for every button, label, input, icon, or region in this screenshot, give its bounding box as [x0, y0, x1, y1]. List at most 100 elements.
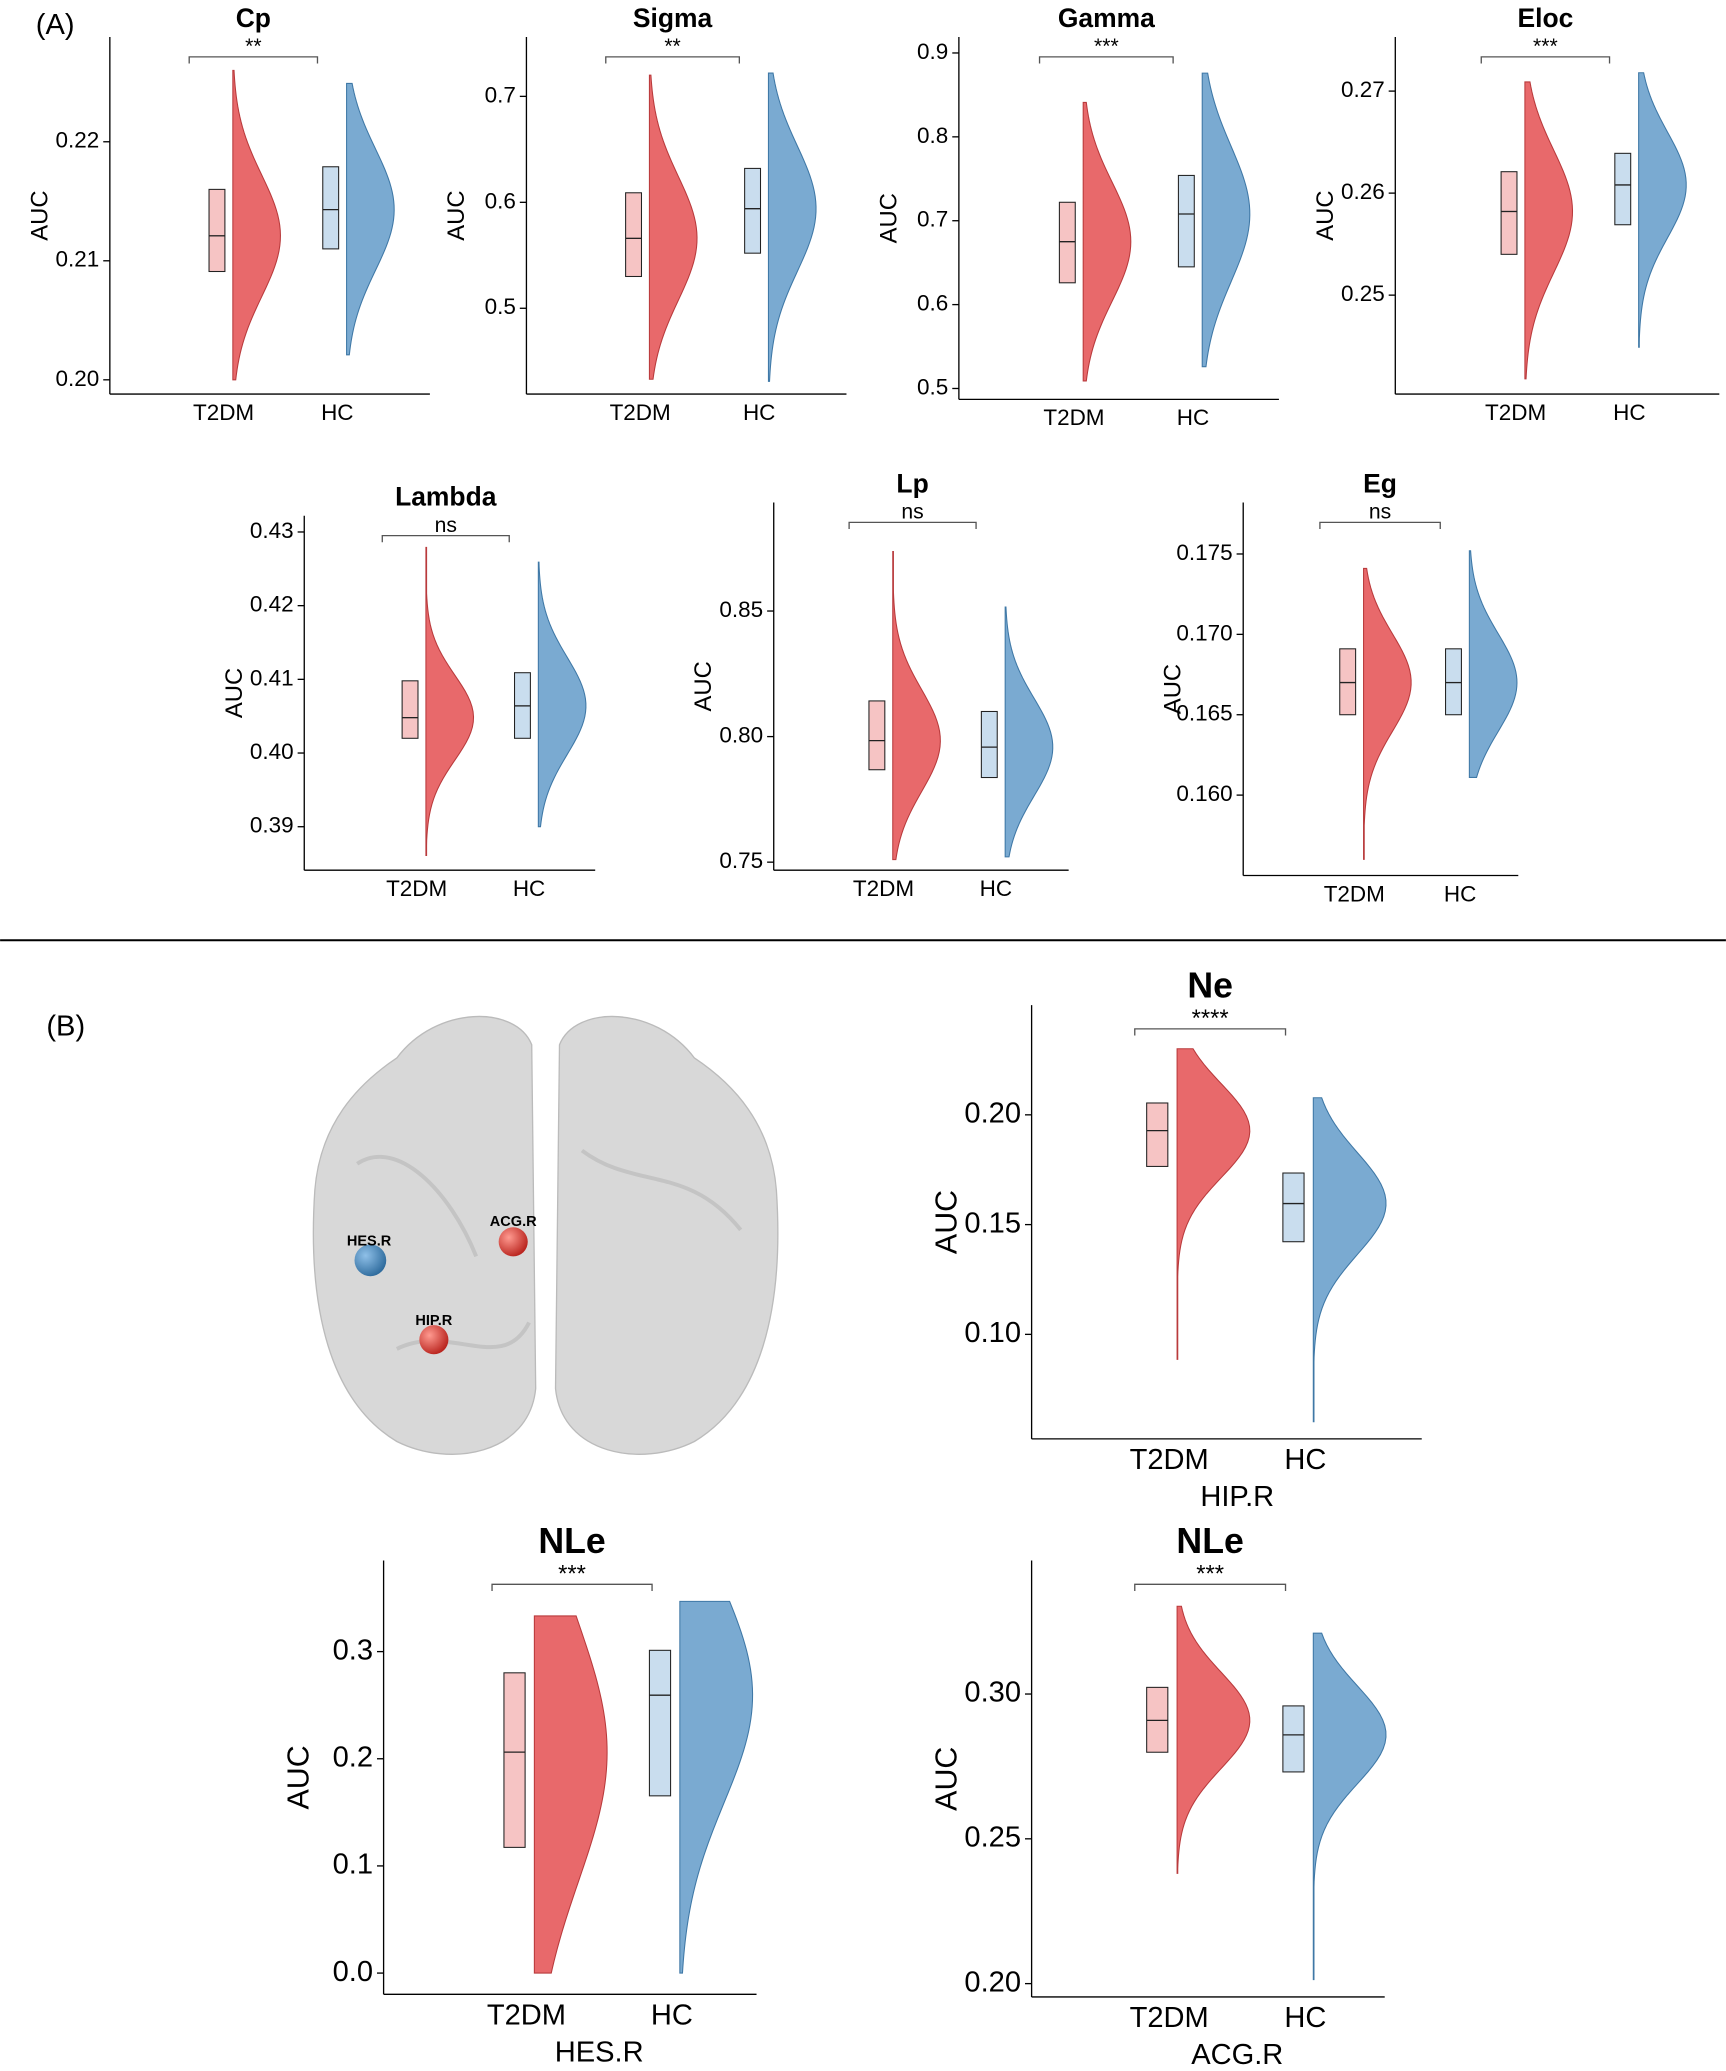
chart: 0.75 0.80 0.85 AUC Lp ns T2DM HC: [690, 468, 1069, 901]
y-tick-label: 0.7: [917, 207, 948, 232]
y-tick-label: 0.85: [719, 597, 763, 622]
x-tick-label: T2DM: [1130, 2002, 1209, 2034]
violin: [1312, 1097, 1387, 1423]
x-tick-label: HC: [743, 400, 775, 425]
x-tick-label: T2DM: [1130, 1444, 1209, 1476]
violin: [346, 82, 395, 356]
box: [980, 710, 998, 779]
y-axis-label: AUC: [690, 661, 717, 711]
y-axis-label: AUC: [26, 190, 53, 240]
x-axis-label: ACG.R: [1191, 2039, 1283, 2071]
y-axis-label: AUC: [929, 1747, 963, 1811]
violin: [1082, 101, 1132, 382]
y-tick-label: 0.8: [917, 123, 948, 148]
y-tick-label: 0.25: [964, 1822, 1021, 1854]
x-tick-label: HC: [1177, 405, 1209, 430]
node: [354, 1244, 387, 1277]
violin: [767, 72, 817, 382]
box: [868, 700, 886, 771]
x-tick-label: T2DM: [1485, 400, 1546, 425]
x-tick-label: T2DM: [1324, 881, 1385, 906]
box: [1445, 648, 1462, 716]
significance-bracket: [1480, 56, 1611, 64]
violin: [425, 546, 475, 856]
chart-title: Gamma: [1058, 3, 1155, 33]
y-axis-label: AUC: [221, 668, 248, 718]
x-tick-label: T2DM: [487, 1999, 566, 2031]
violin: [1004, 606, 1054, 858]
chart: 0.5 0.6 0.7 0.8 0.9 AUC Gamma*** T2DM HC: [875, 3, 1279, 430]
y-tick-label: 0.165: [1176, 701, 1232, 726]
significance-label: ns: [1369, 501, 1391, 524]
violin: [537, 561, 587, 828]
box: [625, 192, 643, 278]
box: [1614, 152, 1632, 226]
violin: [1176, 1605, 1251, 1874]
significance-bracket: [188, 56, 319, 64]
x-tick-label: HC: [1284, 1444, 1326, 1476]
box: [208, 188, 226, 273]
chart-title: Sigma: [633, 3, 713, 33]
significance-label: ns: [435, 514, 457, 537]
x-axis-label: HIP.R: [1200, 1481, 1274, 1513]
box: [1500, 171, 1518, 255]
y-tick-label: 0.9: [917, 39, 948, 64]
y-tick-label: 0.21: [56, 247, 100, 272]
significance-label: ***: [558, 1560, 586, 1587]
y-tick-label: 0.43: [250, 518, 294, 543]
y-tick-label: 0.175: [1176, 540, 1232, 565]
chart-title: Lambda: [395, 482, 497, 512]
chart: 0.160 0.165 0.170 0.175 AUC Eg ns T2DM HC: [1160, 468, 1519, 906]
significance-bracket: [1319, 521, 1441, 529]
y-tick-label: 0.41: [250, 665, 294, 690]
violin: [1312, 1632, 1387, 1981]
y-tick-label: 0.5: [485, 294, 516, 319]
brain: HES.R ACG.R HIP.R: [312, 1015, 779, 1455]
x-tick-label: HC: [1284, 2002, 1326, 2034]
y-tick-label: 0.7: [485, 82, 516, 107]
y-tick-label: 0.6: [485, 188, 516, 213]
y-tick-label: 0.160: [1176, 781, 1232, 806]
box: [1282, 1705, 1305, 1773]
chart-title: NLe: [1176, 1521, 1243, 1561]
chart: 0.10 0.15 0.20 AUC HIP.R Ne**** T2DM HC: [929, 965, 1422, 1513]
violin: [648, 74, 698, 380]
y-tick-label: 0.20: [964, 1098, 1021, 1130]
y-tick-label: 0.25: [1341, 281, 1385, 306]
x-tick-label: T2DM: [386, 876, 447, 901]
chart-title: Ne: [1187, 965, 1233, 1005]
y-axis-label: AUC: [1312, 190, 1339, 240]
x-tick-label: HC: [651, 1999, 693, 2031]
significance-label: **: [245, 35, 261, 58]
significance-bracket: [491, 1583, 653, 1591]
violin: [533, 1615, 608, 1974]
violin: [1638, 72, 1687, 348]
x-tick-label: T2DM: [1043, 405, 1104, 430]
violin: [1176, 1048, 1251, 1360]
y-tick-label: 0.2: [333, 1741, 373, 1773]
y-axis-label: AUC: [875, 193, 902, 243]
y-tick-label: 0.75: [719, 848, 763, 873]
x-tick-label: T2DM: [853, 876, 914, 901]
brain-fold: [356, 1148, 743, 1351]
x-tick-label: HC: [321, 400, 353, 425]
x-tick-label: T2DM: [193, 400, 254, 425]
y-tick-label: 0.22: [56, 128, 100, 153]
significance-label: ns: [901, 501, 923, 524]
chart-title: Cp: [236, 3, 271, 33]
node-label: ACG.R: [490, 1214, 537, 1230]
chart: 0.0 0.1 0.2 0.3 AUC HES.R NLe*** T2DM HC: [281, 1521, 757, 2068]
box: [1058, 201, 1076, 284]
y-axis-label: AUC: [1160, 664, 1187, 714]
y-tick-label: 0.170: [1176, 620, 1232, 645]
violin: [892, 550, 941, 861]
y-tick-label: 0.5: [917, 374, 948, 399]
y-tick-label: 0.30: [964, 1677, 1021, 1709]
violin: [232, 69, 281, 381]
violin: [1468, 550, 1518, 778]
x-axis-label: HES.R: [555, 2036, 644, 2068]
y-axis-label: AUC: [281, 1745, 315, 1809]
violin: [1363, 567, 1412, 860]
